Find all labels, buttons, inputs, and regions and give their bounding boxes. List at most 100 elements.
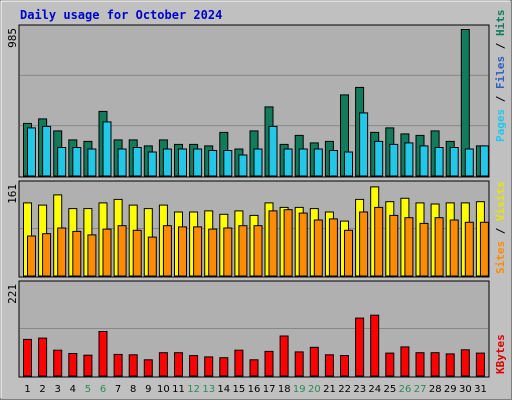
files-bar-day-13 <box>208 150 218 177</box>
visits-bars <box>23 186 489 277</box>
sites-bar-day-14 <box>223 227 233 277</box>
x-tick-label: 21 <box>323 384 336 395</box>
x-tick-label: 13 <box>202 384 215 395</box>
files-bar-day-29 <box>449 147 459 177</box>
files-bar-day-3 <box>57 147 67 177</box>
legend-visits: Visits <box>494 181 507 221</box>
kbytes-bar-day-1 <box>23 338 32 377</box>
files-bar-day-31 <box>479 145 489 177</box>
kbytes-bar-day-24 <box>370 314 380 377</box>
sites-bar-day-19 <box>298 212 308 277</box>
sites-bar-day-3 <box>57 227 67 277</box>
files-bar-day-11 <box>178 148 187 177</box>
files-bar-day-4 <box>72 147 82 177</box>
x-tick-label: 6 <box>100 384 106 395</box>
x-tick-label: 22 <box>338 384 351 395</box>
x-tick-label: 3 <box>55 384 61 395</box>
x-tick-label: 9 <box>145 384 151 395</box>
files-bar-day-10 <box>162 148 172 177</box>
sites-bar-day-13 <box>208 228 218 277</box>
x-tick-label: 30 <box>459 384 472 395</box>
sites-bar-day-7 <box>117 225 127 277</box>
files-bar-day-30 <box>464 148 474 177</box>
x-tick-label: 2 <box>39 384 45 395</box>
x-tick-label: 19 <box>293 384 306 395</box>
kbytes-bar-day-27 <box>415 352 425 377</box>
kbytes-bar-day-6 <box>98 331 108 377</box>
x-tick-label: 31 <box>474 384 487 395</box>
files-bar-day-9 <box>147 151 157 177</box>
x-tick-label: 17 <box>263 384 276 395</box>
sites-bar-day-23 <box>359 211 369 277</box>
files-bar-day-15 <box>238 154 248 177</box>
kbytes-bar-day-30 <box>460 349 470 377</box>
hits-gridlines <box>20 74 488 127</box>
kbytes-bar-day-15 <box>234 349 244 377</box>
x-tick-label: 4 <box>70 384 76 395</box>
x-tick-label: 24 <box>368 384 381 395</box>
kbytes-bar-day-7 <box>113 353 123 377</box>
kbytes-bars <box>23 314 485 377</box>
kbytes-bar-day-9 <box>143 359 153 377</box>
kbytes-bar-day-2 <box>38 337 48 377</box>
x-tick-label: 25 <box>384 384 397 395</box>
legend-hits: Hits <box>494 10 507 37</box>
x-tick-label: 26 <box>399 384 412 395</box>
sites-bar-day-9 <box>147 236 157 277</box>
kbytes-bar-day-17 <box>264 350 274 377</box>
sites-bar-day-11 <box>178 226 187 277</box>
kbytes-bar-day-26 <box>400 346 410 377</box>
kbytes-bar-day-13 <box>204 356 214 377</box>
x-tick-label: 5 <box>85 384 91 395</box>
sites-bar-day-5 <box>87 234 97 277</box>
x-tick-label: 29 <box>444 384 457 395</box>
x-tick-label: 16 <box>248 384 261 395</box>
kbytes-bar-day-12 <box>189 355 199 377</box>
sites-bar-day-22 <box>344 229 353 277</box>
files-bar-day-28 <box>434 147 444 177</box>
kbytes-bar-day-3 <box>53 349 63 377</box>
files-bar-day-22 <box>344 151 353 177</box>
sites-bar-day-17 <box>268 210 278 277</box>
x-tick-label: 1 <box>24 384 30 395</box>
files-bar-day-1 <box>27 127 36 177</box>
files-bar-day-18 <box>283 148 293 177</box>
sites-bar-day-2 <box>42 233 52 277</box>
files-bar-day-16 <box>253 148 263 177</box>
sites-bar-day-10 <box>162 225 172 277</box>
kbytes-bar-day-20 <box>309 346 319 377</box>
sites-bar-day-31 <box>479 221 489 277</box>
files-bar-day-21 <box>328 150 338 177</box>
sites-bar-day-24 <box>374 206 384 277</box>
legend-kbytes: KBytes <box>494 334 507 374</box>
kbytes-bar-day-18 <box>279 335 289 377</box>
kbytes-bar-day-5 <box>83 354 93 377</box>
legend-pages: Pages <box>494 109 507 142</box>
files-bar-day-14 <box>223 150 233 177</box>
x-tick-label: 7 <box>115 384 121 395</box>
files-bar-day-24 <box>374 140 384 177</box>
chart-title: Daily usage for October 2024 <box>20 8 222 22</box>
x-tick-label: 8 <box>130 384 136 395</box>
sites-bar-day-30 <box>464 221 474 277</box>
sites-bar-day-16 <box>253 225 263 277</box>
sites-bar-day-6 <box>102 228 112 277</box>
sites-bar-day-8 <box>132 229 142 277</box>
files-bar-day-7 <box>117 148 127 177</box>
x-tick-label: 14 <box>217 384 230 395</box>
sites-bar-day-15 <box>238 225 248 277</box>
files-bar-day-19 <box>298 148 308 177</box>
x-tick-label: 18 <box>278 384 291 395</box>
x-tick-label: 20 <box>308 384 321 395</box>
files-bar-day-17 <box>268 125 278 177</box>
kbytes-bar-day-10 <box>158 352 168 377</box>
sites-bar-day-4 <box>72 230 82 277</box>
sites-bar-day-20 <box>313 219 323 277</box>
sites-bar-day-29 <box>449 219 459 277</box>
files-bar-day-20 <box>313 148 323 177</box>
files-bar-day-23 <box>359 112 369 177</box>
x-tick-label: 23 <box>353 384 366 395</box>
legend-files: Files <box>494 56 507 89</box>
files-bar-day-6 <box>102 121 112 177</box>
